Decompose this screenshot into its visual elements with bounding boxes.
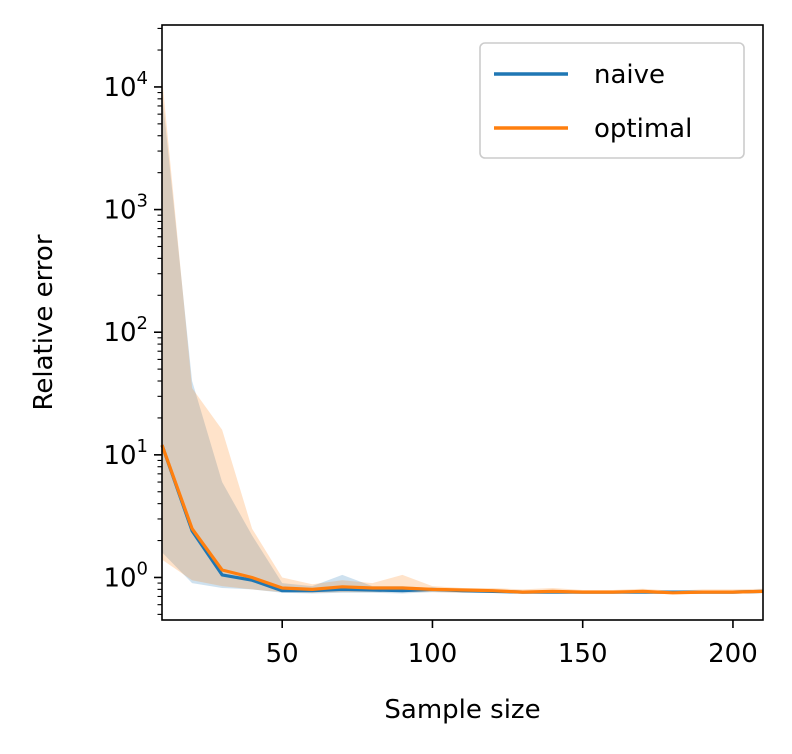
x-tick-label: 50 — [266, 639, 299, 669]
y-axis-ticks: 100 101 102 103 104 — [103, 27, 162, 615]
line-optimal — [160, 444, 764, 595]
legend-label-optimal: optimal — [594, 114, 692, 144]
x-tick-label: 100 — [408, 639, 458, 669]
x-axis-label: Sample size — [384, 695, 540, 725]
y-tick-label: 101 — [103, 436, 148, 471]
x-axis-ticks: 50 100 150 200 — [266, 620, 758, 669]
series-lines — [160, 444, 764, 595]
y-tick-label: 104 — [103, 68, 148, 103]
legend: naive optimal — [479, 42, 745, 159]
x-tick-label: 150 — [558, 639, 608, 669]
confidence-bands — [162, 77, 763, 595]
legend-label-naive: naive — [594, 60, 665, 90]
x-tick-label: 200 — [708, 639, 758, 669]
plot-frame — [161, 24, 764, 621]
band-naive — [162, 92, 763, 594]
y-tick-label: 103 — [103, 191, 148, 226]
y-tick-label: 100 — [103, 558, 148, 593]
y-axis-label: Relative error — [29, 234, 59, 410]
band-optimal — [162, 77, 763, 595]
y-tick-label: 102 — [103, 313, 148, 348]
